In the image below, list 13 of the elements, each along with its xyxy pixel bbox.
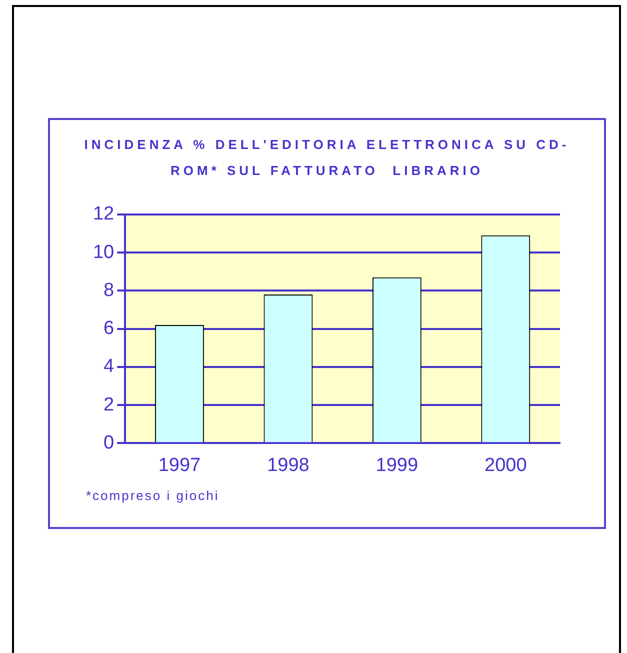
x-tick-label: 2000 — [484, 454, 527, 476]
x-tick-label: 1999 — [376, 454, 418, 476]
y-tick-label: 4 — [104, 356, 115, 378]
y-tick-label: 12 — [92, 204, 114, 225]
y-tick-label: 8 — [104, 280, 114, 301]
y-tick-label: 0 — [104, 432, 114, 454]
y-tick-label: 10 — [92, 242, 114, 263]
text: *compreso i giochi — [86, 488, 220, 503]
x-tick-label: 1998 — [267, 454, 310, 476]
y-tick-label: 6 — [104, 318, 114, 340]
chart-title: INCIDENZA % DELL'EDITORIA ELETTRONICA SU CD-ROM* SUL FATTURATO LIBRARIO — [83, 136, 571, 180]
y-tick-label: 2 — [104, 394, 114, 416]
x-tick-label: 1997 — [158, 454, 201, 476]
